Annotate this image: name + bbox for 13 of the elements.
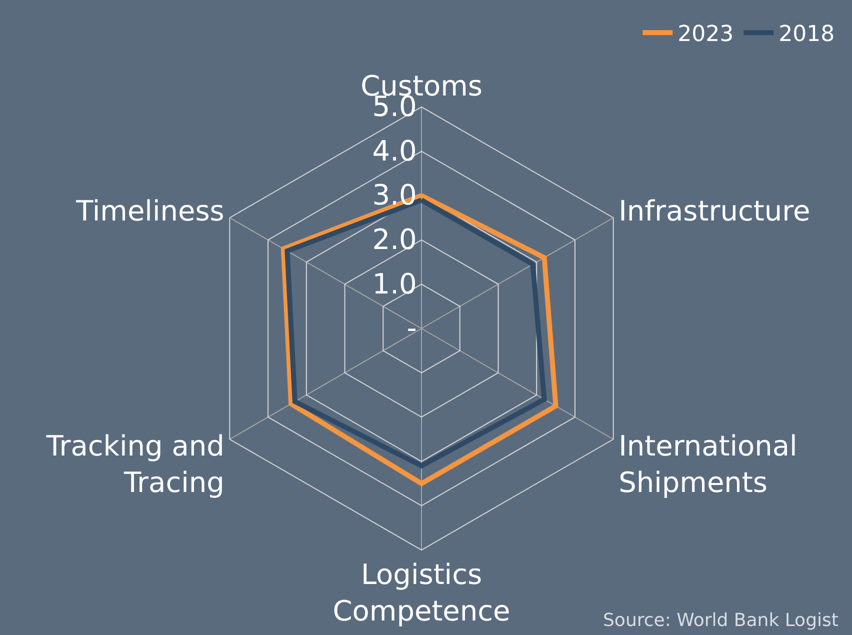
- spoke-label: Tracking and Tracing: [45, 430, 224, 500]
- spoke-label: Infrastructure: [618, 194, 810, 228]
- spoke-label: Timeliness: [75, 194, 224, 228]
- y-tick-label: 3.0: [372, 178, 417, 212]
- spoke-label: International Shipments: [618, 430, 798, 500]
- legend-label: 2023: [678, 22, 734, 48]
- spoke-label: Logistics Competence: [332, 558, 510, 628]
- y-tick-label: 4.0: [372, 134, 417, 168]
- y-tick-label: 1.0: [372, 267, 417, 300]
- source-note: Source: World Bank Logist: [603, 610, 838, 631]
- legend-label: 2018: [778, 22, 835, 48]
- y-tick-label: -: [406, 312, 417, 345]
- y-tick-label: 2.0: [372, 223, 417, 256]
